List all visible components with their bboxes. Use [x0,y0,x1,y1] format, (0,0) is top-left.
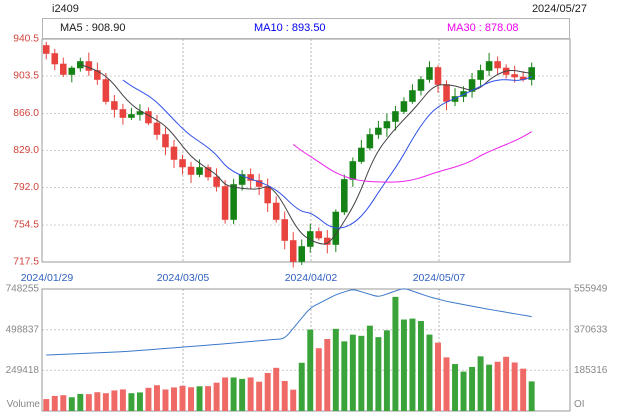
svg-text:185316: 185316 [574,365,608,376]
svg-text:792.0: 792.0 [13,182,39,193]
svg-text:903.5: 903.5 [13,71,39,82]
svg-text:2024/05/07: 2024/05/07 [413,272,466,284]
svg-text:754.5: 754.5 [13,220,39,231]
svg-text:249418: 249418 [6,365,40,376]
svg-text:829.0: 829.0 [13,145,39,156]
svg-text:866.0: 866.0 [13,108,39,119]
svg-text:717.5: 717.5 [13,257,39,268]
svg-text:748255: 748255 [6,284,40,295]
svg-text:OI: OI [574,399,585,410]
svg-text:2024/01/29: 2024/01/29 [21,272,74,284]
svg-text:2024/04/02: 2024/04/02 [285,272,338,284]
svg-text:2024/03/05: 2024/03/05 [157,272,210,284]
svg-text:940.5: 940.5 [13,34,39,45]
svg-text:498837: 498837 [6,324,40,335]
svg-text:370633: 370633 [574,324,608,335]
svg-text:Volume: Volume [7,399,41,410]
svg-text:555949: 555949 [574,284,608,295]
